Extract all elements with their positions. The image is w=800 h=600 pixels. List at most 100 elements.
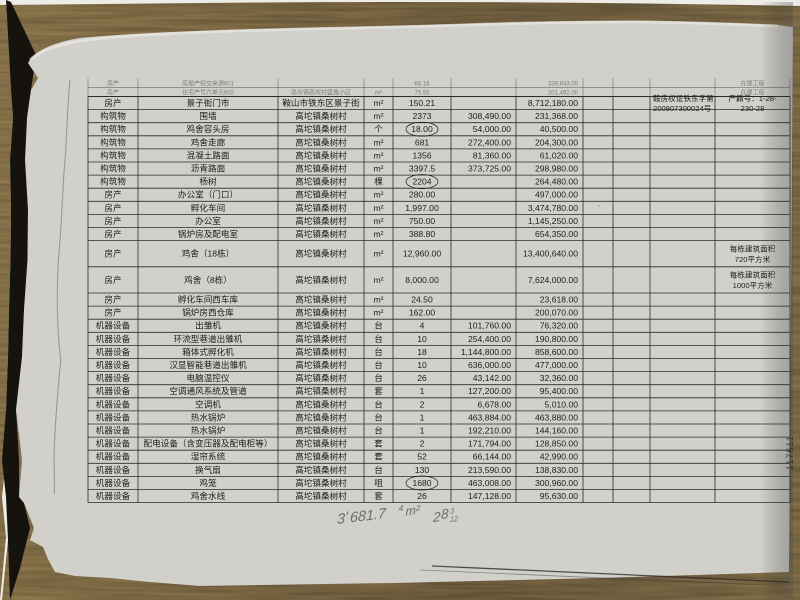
svg-text:办公室: 办公室 (195, 215, 221, 226)
svg-text:2204: 2204 (412, 177, 431, 187)
svg-text:1: 1 (420, 412, 425, 422)
svg-text:高坨镇桑树村: 高坨镇桑树村 (295, 149, 347, 160)
svg-text:720平方米: 720平方米 (735, 254, 771, 264)
svg-text:箱体式孵化机: 箱体式孵化机 (182, 346, 234, 357)
svg-text:空调通风系统及管道: 空调通风系统及管道 (169, 385, 247, 396)
svg-text:52: 52 (417, 452, 427, 462)
svg-text:m²: m² (373, 111, 383, 121)
svg-text:高坨镇桑树村: 高坨镇桑树村 (295, 359, 347, 370)
svg-text:m²: m² (373, 249, 383, 259)
svg-text:127,200.00: 127,200.00 (468, 386, 511, 396)
svg-text:43,142.00: 43,142.00 (473, 373, 511, 383)
svg-text:高坨镇桑树村: 高坨镇桑树村 (295, 385, 347, 396)
svg-text:房产: 房产 (104, 307, 121, 318)
svg-text:101,760.00: 101,760.00 (468, 321, 511, 331)
svg-text:204,300.00: 204,300.00 (535, 137, 578, 147)
svg-text:1680: 1680 (412, 478, 431, 488)
svg-text:1000平方米: 1000平方米 (733, 280, 773, 290)
svg-text:高坨镇桑树村: 高坨镇桑树村 (295, 294, 347, 305)
svg-text:1: 1 (420, 426, 425, 436)
svg-text:95,630.00: 95,630.00 (540, 491, 578, 501)
svg-text:162.00: 162.00 (409, 308, 436, 318)
svg-text:高坨镇高坨村盛鑫小区: 高坨镇高坨村盛鑫小区 (291, 88, 351, 96)
svg-text:在建工程: 在建工程 (740, 79, 764, 87)
svg-text:1: 1 (420, 386, 425, 396)
svg-text:463,884.00: 463,884.00 (468, 412, 511, 422)
svg-text:台: 台 (374, 464, 383, 475)
svg-text:套: 套 (374, 490, 383, 501)
svg-text:128,850.00: 128,850.00 (535, 439, 578, 449)
svg-text:鞍山市铁东区景子街: 鞍山市铁东区景子街 (282, 97, 360, 108)
svg-text:房产: 房产 (104, 294, 121, 305)
svg-text:10: 10 (417, 360, 427, 370)
svg-text:汉显智能巷道出雏机: 汉显智能巷道出雏机 (169, 359, 247, 370)
svg-text:m²: m² (373, 275, 383, 285)
svg-text:台: 台 (374, 346, 383, 357)
svg-text:18: 18 (417, 347, 427, 357)
svg-text:681: 681 (415, 137, 430, 147)
svg-text:套: 套 (374, 451, 383, 462)
svg-text:每栋建筑面积: 每栋建筑面积 (730, 270, 776, 280)
svg-text:鸡舍走廊: 鸡舍走廊 (191, 136, 226, 147)
svg-text:台: 台 (374, 320, 383, 331)
svg-text:房产: 房产 (104, 215, 121, 226)
svg-text:m²: m² (373, 164, 383, 174)
svg-text:61,020.00: 61,020.00 (540, 150, 578, 160)
svg-text:463,008.00: 463,008.00 (468, 478, 511, 488)
svg-text:构筑物: 构筑物 (100, 176, 126, 187)
svg-text:鸡舍水线: 鸡舍水线 (191, 490, 226, 501)
svg-text:高坨镇桑树村: 高坨镇桑树村 (295, 189, 347, 200)
svg-text:机器设备: 机器设备 (96, 359, 131, 370)
svg-text:23,618.00: 23,618.00 (540, 295, 578, 305)
svg-text:每栋建筑面积: 每栋建筑面积 (730, 243, 776, 253)
svg-text:机器设备: 机器设备 (96, 464, 131, 475)
svg-text:房产: 房产 (107, 79, 119, 87)
svg-text:高坨镇桑树村: 高坨镇桑树村 (295, 274, 347, 285)
svg-text:房产: 房产 (107, 88, 119, 96)
svg-text:13,400,640.00: 13,400,640.00 (523, 249, 578, 259)
svg-text:套: 套 (374, 385, 383, 396)
svg-text:高坨镇桑树村: 高坨镇桑树村 (295, 215, 347, 226)
svg-text:机器设备: 机器设备 (96, 411, 131, 422)
svg-text:电脑温控仪: 电脑温控仪 (187, 372, 230, 383)
svg-text:个: 个 (374, 124, 383, 134)
svg-text:24.50: 24.50 (411, 295, 433, 305)
svg-text:房产: 房产 (104, 248, 121, 259)
svg-text:m²: m² (373, 150, 383, 160)
svg-text:1,145,250.00: 1,145,250.00 (528, 216, 578, 226)
svg-text:空调机: 空调机 (195, 398, 221, 409)
svg-text:308,490.00: 308,490.00 (468, 111, 511, 121)
svg-text:12,960.00: 12,960.00 (403, 249, 441, 259)
svg-text:机器设备: 机器设备 (96, 320, 131, 331)
svg-text:高坨镇桑树村: 高坨镇桑树村 (295, 411, 347, 422)
svg-text:台: 台 (374, 425, 383, 436)
svg-text:231,368.00: 231,368.00 (535, 111, 578, 121)
svg-text:机器设备: 机器设备 (96, 438, 131, 449)
svg-text:棵: 棵 (374, 176, 383, 187)
svg-text:858,600.00: 858,600.00 (535, 347, 578, 357)
svg-text:230-28: 230-28 (741, 104, 765, 113)
svg-text:3397.5: 3397.5 (409, 164, 436, 174)
svg-text:高坨镇桑树村: 高坨镇桑树村 (295, 398, 347, 409)
svg-text:构筑物: 构筑物 (100, 149, 126, 160)
svg-text:孵化车间西车库: 孵化车间西车库 (178, 294, 239, 305)
svg-text:2373: 2373 (412, 111, 431, 121)
svg-text:300,960.00: 300,960.00 (535, 478, 578, 488)
svg-text:机器设备: 机器设备 (96, 398, 131, 409)
svg-text:高坨镇桑树村: 高坨镇桑树村 (295, 372, 347, 383)
svg-text:8,712,180.00: 8,712,180.00 (528, 98, 578, 108)
svg-text:26: 26 (417, 373, 427, 383)
svg-text:76,320.00: 76,320.00 (540, 321, 578, 331)
svg-text:锅炉房西仓库: 锅炉房西仓库 (182, 307, 234, 318)
svg-text:66.18: 66.18 (414, 81, 430, 87)
svg-text:高坨镇桑树村: 高坨镇桑树村 (295, 464, 347, 475)
svg-text:2: 2 (420, 399, 425, 409)
svg-text:产籍号：1-28-: 产籍号：1-28- (728, 93, 777, 103)
svg-text:1,144,800.00: 1,144,800.00 (461, 347, 511, 357)
svg-text:150.21: 150.21 (409, 98, 436, 108)
svg-text:m²: m² (373, 308, 383, 318)
svg-text:高坨镇桑树村: 高坨镇桑树村 (295, 202, 347, 213)
svg-text:高坨镇桑树村: 高坨镇桑树村 (295, 176, 347, 187)
svg-text:200,070.00: 200,070.00 (535, 308, 578, 318)
svg-text:机器设备: 机器设备 (96, 451, 131, 462)
